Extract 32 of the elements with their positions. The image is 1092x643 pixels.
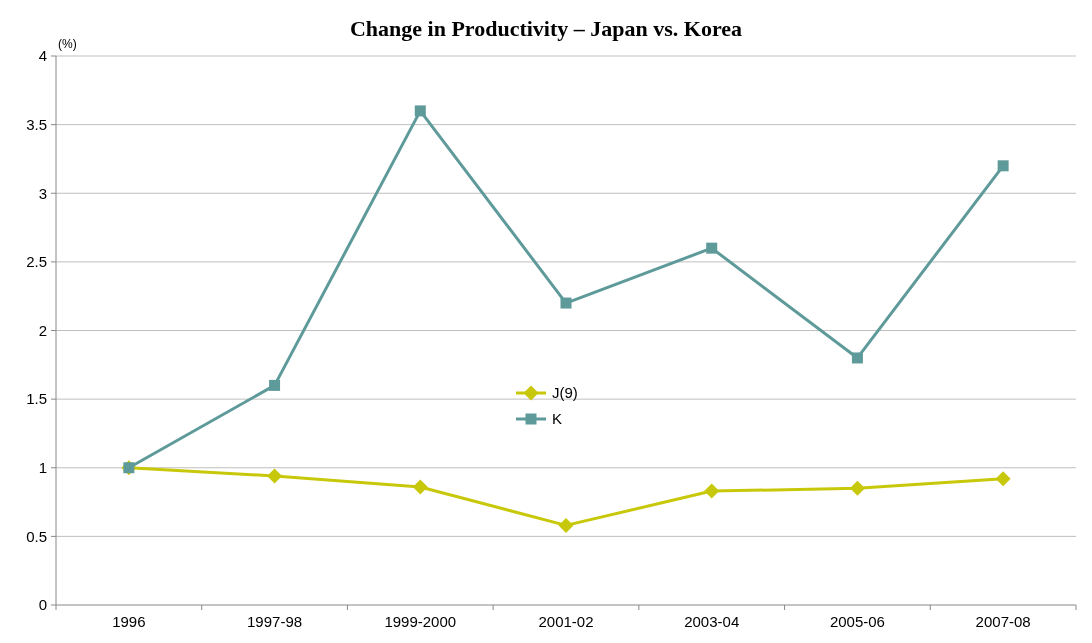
x-tick-label: 2001-02 [538, 613, 594, 630]
x-tick-label: 1999-2000 [384, 613, 457, 630]
x-tick-label: 1996 [112, 613, 146, 630]
point [849, 480, 865, 496]
x-tick-label: 2003-04 [684, 613, 740, 630]
point [267, 468, 283, 484]
point [560, 297, 572, 309]
y-tick-label: 2 [38, 321, 47, 339]
point [412, 479, 428, 495]
point [706, 242, 718, 254]
y-tick-label: 0 [38, 596, 47, 614]
point [995, 471, 1011, 487]
x-tick-label: 2007-08 [975, 613, 1031, 630]
chart-title: Change in Productivity – Japan vs. Korea [349, 16, 743, 41]
y-tick-label: 2.5 [26, 253, 47, 271]
point [997, 160, 1009, 172]
point [558, 517, 574, 533]
y-tick-label: 3 [38, 184, 47, 202]
point [851, 352, 863, 364]
legend-label: J(9) [552, 384, 578, 402]
legend-label: K [552, 410, 563, 428]
point [269, 379, 281, 391]
y-tick-label: 1 [38, 459, 47, 476]
point [414, 105, 426, 117]
x-tick-label: 1997-98 [247, 613, 303, 630]
y-tick-label: 0.5 [26, 527, 47, 545]
y-tick-label: 4 [38, 47, 47, 65]
x-tick-label: 2005-06 [829, 613, 885, 630]
y-tick-label: 3.5 [26, 115, 47, 133]
y-tick-label: 1.5 [26, 390, 47, 408]
y-axis-title: (%) [58, 37, 77, 51]
point [704, 483, 720, 499]
